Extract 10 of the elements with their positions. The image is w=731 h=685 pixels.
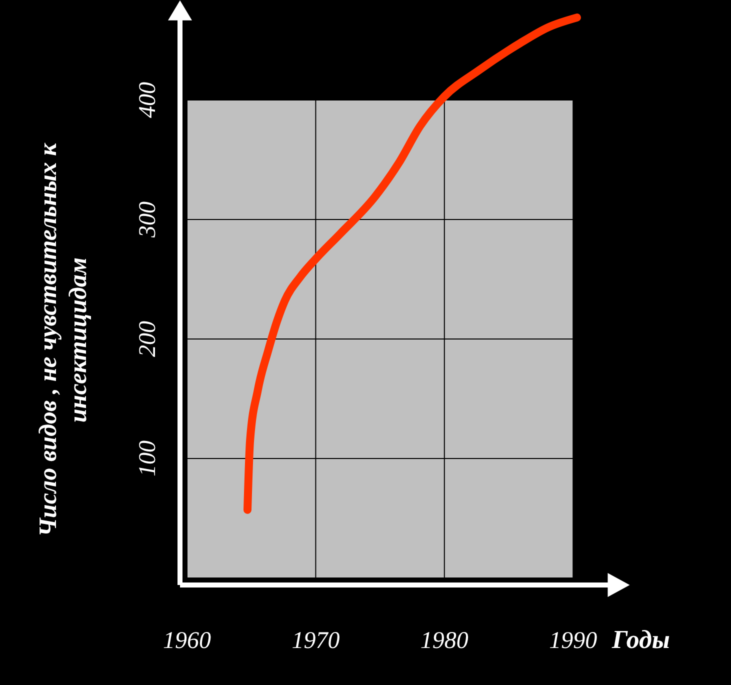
y-axis-title: Число видов , не чувствительных к инсектицидам — [35, 142, 92, 537]
y-tick-label: 300 — [135, 202, 161, 238]
x-tick-label: 1990 — [549, 628, 598, 654]
x-axis-title: Годы — [611, 625, 670, 654]
x-tick-label: 1960 — [163, 628, 211, 654]
y-tick-label: 200 — [135, 321, 161, 357]
y-tick-label: 400 — [135, 82, 161, 118]
y-tick-label: 100 — [135, 440, 161, 476]
x-tick-label: 1970 — [292, 628, 340, 654]
x-tick-label: 1980 — [420, 628, 468, 654]
